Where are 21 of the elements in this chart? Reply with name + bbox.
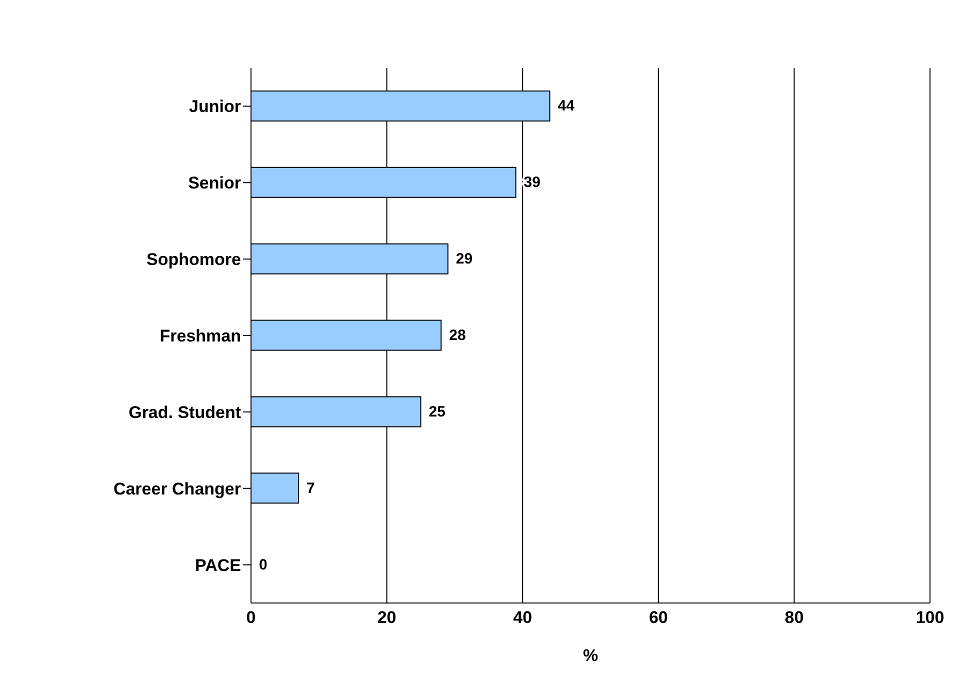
y-tick-label: PACE xyxy=(195,556,241,575)
x-tick-label: 0 xyxy=(246,608,256,628)
data-label: 7 xyxy=(306,480,315,497)
data-label: 0 xyxy=(259,556,268,574)
data-label: 25 xyxy=(428,403,446,420)
x-axis-title: % xyxy=(582,646,598,665)
x-tick-label: 100 xyxy=(916,608,944,628)
x-tick-label: 80 xyxy=(784,608,804,628)
data-label: 44 xyxy=(558,98,576,115)
x-tick-label: 60 xyxy=(648,608,668,628)
y-tick-label: Freshman xyxy=(160,326,241,346)
y-tick-label: Sophomore xyxy=(146,250,241,270)
data-label: 39 xyxy=(524,174,540,192)
x-tick-label: 20 xyxy=(377,608,396,628)
y-tick-label: Career Changer xyxy=(113,479,242,498)
y-tick-label: Junior xyxy=(189,97,242,116)
y-tick-label: Senior xyxy=(188,174,242,193)
data-label: 28 xyxy=(449,327,466,344)
data-label: 29 xyxy=(456,250,473,268)
y-tick-label: Grad. Student xyxy=(128,402,242,422)
x-tick-label: 40 xyxy=(513,608,532,628)
